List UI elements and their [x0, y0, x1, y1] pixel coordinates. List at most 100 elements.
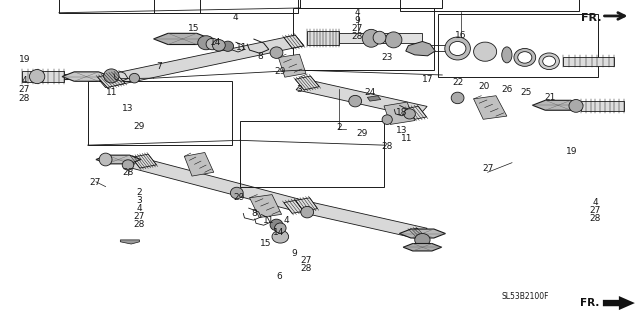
Text: 4: 4 — [232, 13, 237, 22]
Polygon shape — [97, 73, 125, 87]
Ellipse shape — [230, 187, 243, 199]
Text: 16: 16 — [455, 31, 467, 40]
Text: 28: 28 — [134, 220, 145, 229]
Text: 29: 29 — [356, 129, 368, 138]
Polygon shape — [399, 229, 445, 238]
Ellipse shape — [270, 47, 283, 58]
Text: 14: 14 — [273, 228, 285, 237]
Ellipse shape — [29, 70, 45, 84]
Text: 7: 7 — [156, 63, 161, 71]
Text: 18: 18 — [396, 108, 408, 117]
Polygon shape — [581, 101, 624, 111]
Text: 4: 4 — [22, 76, 27, 85]
Ellipse shape — [385, 32, 402, 48]
Ellipse shape — [518, 52, 532, 63]
Text: 19: 19 — [19, 55, 30, 63]
Ellipse shape — [404, 109, 415, 119]
Text: 2: 2 — [337, 123, 342, 132]
Text: 28: 28 — [122, 168, 134, 177]
Text: 2: 2 — [137, 188, 142, 197]
Text: 28: 28 — [351, 32, 363, 41]
Text: 4: 4 — [593, 198, 598, 207]
Text: 6: 6 — [277, 272, 282, 281]
Text: FR.: FR. — [580, 298, 599, 308]
Bar — [88, 81, 232, 145]
Text: 27: 27 — [89, 178, 100, 187]
Polygon shape — [62, 72, 111, 81]
Text: 11: 11 — [106, 88, 118, 97]
Text: 9: 9 — [355, 16, 360, 25]
Bar — [240, 121, 384, 187]
Bar — [154, 0, 298, 13]
Polygon shape — [384, 102, 415, 124]
Polygon shape — [295, 201, 427, 239]
Text: 15: 15 — [260, 239, 271, 248]
Polygon shape — [284, 35, 304, 48]
Text: 13: 13 — [122, 104, 134, 113]
Polygon shape — [64, 74, 108, 79]
Bar — [300, 0, 442, 8]
Ellipse shape — [514, 48, 536, 66]
Text: 15: 15 — [188, 24, 199, 33]
Text: 11: 11 — [401, 134, 412, 143]
Polygon shape — [474, 96, 507, 119]
Text: 8: 8 — [258, 52, 263, 61]
Ellipse shape — [449, 41, 466, 56]
Text: 4: 4 — [137, 204, 142, 213]
Ellipse shape — [129, 73, 140, 83]
Polygon shape — [278, 54, 306, 77]
Text: 29: 29 — [233, 193, 244, 202]
Bar — [438, 14, 598, 77]
Ellipse shape — [382, 115, 392, 124]
Text: 24: 24 — [364, 88, 376, 97]
Text: 11: 11 — [236, 43, 248, 52]
Text: 22: 22 — [452, 78, 463, 87]
Polygon shape — [296, 198, 317, 211]
Text: 13: 13 — [396, 126, 407, 135]
Text: 27: 27 — [482, 164, 493, 173]
Ellipse shape — [122, 160, 134, 170]
Text: 29: 29 — [134, 122, 145, 130]
Ellipse shape — [272, 230, 289, 243]
Ellipse shape — [301, 206, 314, 218]
Bar — [400, 0, 579, 11]
Text: 4: 4 — [355, 8, 360, 17]
Text: 26: 26 — [501, 85, 513, 94]
Text: 17: 17 — [422, 75, 433, 84]
Text: 27: 27 — [589, 206, 601, 215]
Text: 28: 28 — [19, 94, 30, 103]
Polygon shape — [406, 106, 427, 119]
Bar — [59, 0, 200, 13]
Text: 21: 21 — [545, 93, 556, 102]
Ellipse shape — [206, 38, 219, 50]
Text: 27: 27 — [19, 85, 30, 94]
Ellipse shape — [270, 219, 283, 231]
Text: 19: 19 — [566, 147, 577, 156]
Polygon shape — [532, 100, 584, 110]
Ellipse shape — [99, 153, 112, 166]
Text: 4: 4 — [284, 216, 289, 225]
Polygon shape — [120, 240, 140, 244]
Ellipse shape — [349, 95, 362, 107]
Ellipse shape — [212, 40, 225, 51]
Ellipse shape — [539, 53, 559, 70]
Text: 23: 23 — [381, 53, 393, 62]
Polygon shape — [410, 228, 428, 241]
Polygon shape — [307, 31, 339, 45]
Polygon shape — [154, 33, 211, 45]
Polygon shape — [406, 41, 435, 56]
Ellipse shape — [373, 31, 386, 44]
Polygon shape — [603, 296, 635, 310]
Ellipse shape — [222, 41, 234, 51]
Bar — [293, 8, 434, 70]
Ellipse shape — [362, 29, 380, 47]
Text: 28: 28 — [381, 142, 393, 151]
Polygon shape — [563, 57, 614, 66]
Ellipse shape — [474, 42, 497, 61]
Text: 14: 14 — [210, 38, 221, 47]
Polygon shape — [250, 195, 282, 218]
Polygon shape — [22, 71, 64, 82]
Polygon shape — [403, 243, 442, 251]
Text: 11: 11 — [263, 216, 275, 225]
Text: 27: 27 — [351, 24, 363, 33]
